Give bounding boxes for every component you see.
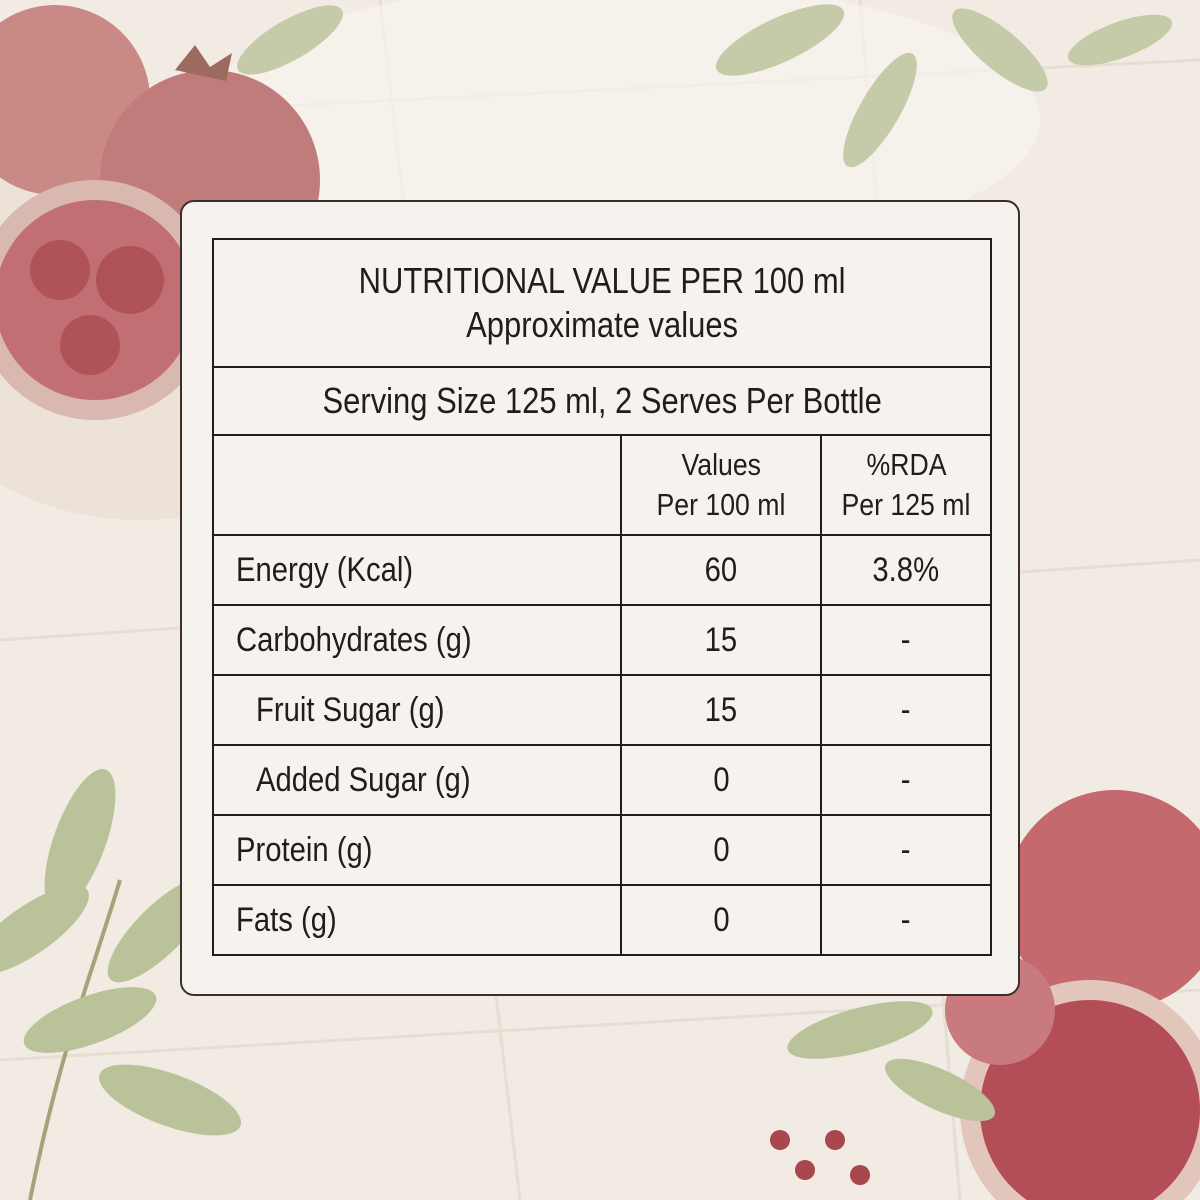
- leaf-icon: [237, 4, 1173, 168]
- row-rda: 3.8%: [819, 534, 993, 606]
- row-value: 15: [620, 604, 822, 676]
- nutrition-table: NUTRITIONAL VALUE PER 100 ml Approximate…: [211, 238, 993, 956]
- row-label: Energy (Kcal): [212, 534, 622, 606]
- row-label: Added Sugar (g): [212, 744, 622, 816]
- row-rda: -: [819, 884, 993, 956]
- row-rda: -: [819, 674, 993, 746]
- row-rda: -: [819, 744, 993, 816]
- table-title-cell: NUTRITIONAL VALUE PER 100 ml Approximate…: [211, 238, 993, 368]
- row-rda: -: [819, 604, 993, 676]
- table-row: Protein (g) 0 -: [212, 814, 993, 886]
- row-label: Carbohydrates (g): [212, 604, 622, 676]
- row-label: Protein (g): [212, 814, 622, 886]
- row-value: 15: [620, 674, 822, 746]
- table-subtitle: Approximate values: [466, 304, 738, 345]
- row-value: 60: [620, 534, 822, 606]
- row-value: 0: [620, 744, 822, 816]
- table-row: Fruit Sugar (g) 15 -: [212, 674, 993, 746]
- leaf-icon: [787, 1001, 996, 1122]
- row-label: Fruit Sugar (g): [212, 674, 622, 746]
- table-row: Carbohydrates (g) 15 -: [212, 604, 993, 676]
- row-rda: -: [819, 814, 993, 886]
- row-value: 0: [620, 884, 822, 956]
- serving-size: Serving Size 125 ml, 2 Serves Per Bottle: [322, 380, 882, 421]
- header-empty-cell: [212, 434, 622, 536]
- table-row: Added Sugar (g) 0 -: [212, 744, 993, 816]
- row-value: 0: [620, 814, 822, 886]
- table-title: NUTRITIONAL VALUE PER 100 ml: [358, 260, 846, 301]
- table-row: Fats (g) 0 -: [212, 884, 993, 956]
- serving-size-cell: Serving Size 125 ml, 2 Serves Per Bottle: [211, 366, 993, 436]
- header-rda: %RDA Per 125 ml: [819, 434, 993, 536]
- row-label: Fats (g): [212, 884, 622, 956]
- header-values: Values Per 100 ml: [620, 434, 822, 536]
- table-row: Energy (Kcal) 60 3.8%: [212, 534, 993, 606]
